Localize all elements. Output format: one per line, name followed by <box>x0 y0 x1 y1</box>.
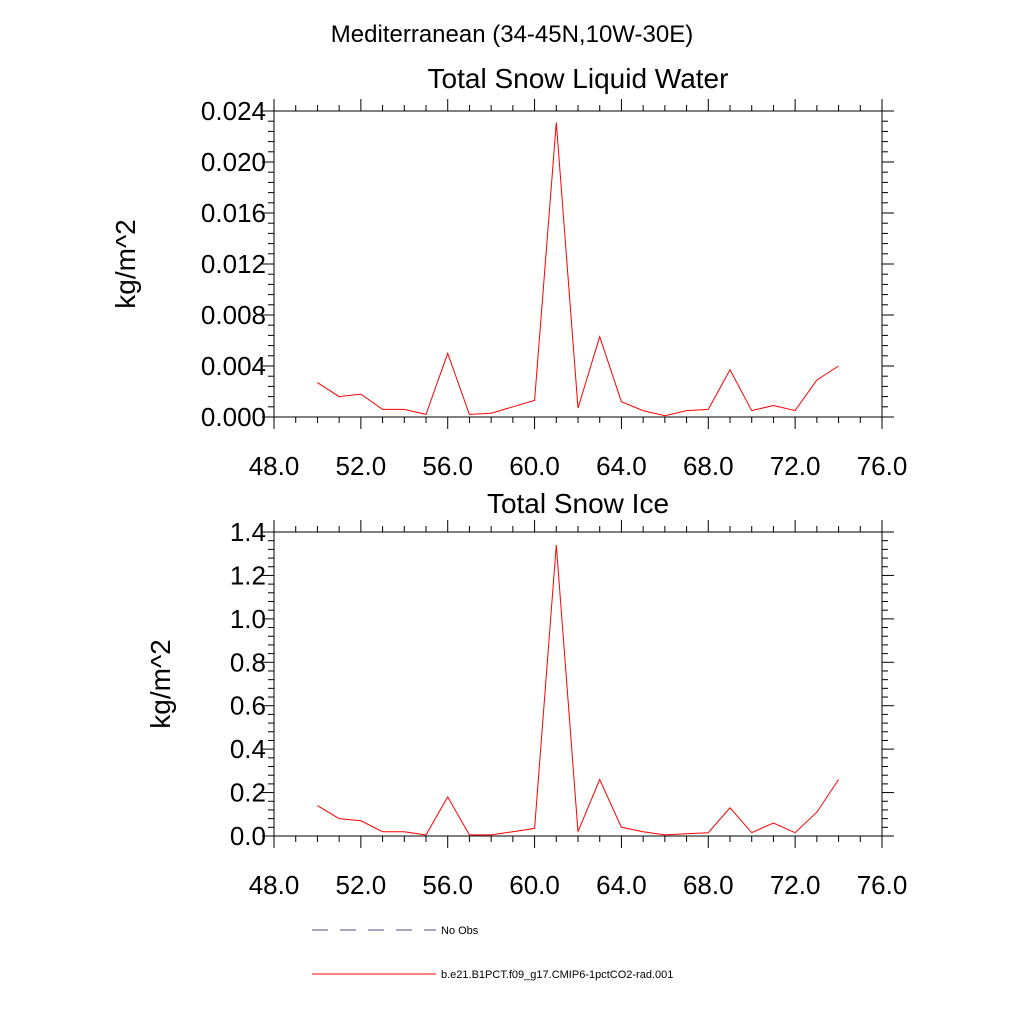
series-line <box>317 544 840 836</box>
y-tick-label: 0.024 <box>201 96 266 126</box>
legend-label-model-run: b.e21.B1PCT.f09_g17.CMIP6-1pctCO2-rad.00… <box>441 969 673 981</box>
y-tick-label: 0.020 <box>201 147 266 177</box>
x-tick-label: 48.0 <box>249 451 300 481</box>
x-tick-label: 48.0 <box>249 870 300 900</box>
y-tick-label: 0.012 <box>201 249 266 279</box>
x-tick-label: 56.0 <box>422 451 473 481</box>
y-tick-label: 0.004 <box>201 351 266 381</box>
y-tick-label: 0.016 <box>201 198 266 228</box>
x-tick-label: 76.0 <box>857 451 908 481</box>
panel-snow-liquid-water: Total Snow Liquid Water 48.0 52.0 56.0 60.0 6… <box>110 63 907 481</box>
plot-frame <box>273 531 883 837</box>
x-tick-label: 52.0 <box>336 451 387 481</box>
y-tick-label: 0.4 <box>230 734 266 764</box>
legend-label-no-obs: No Obs <box>441 925 479 937</box>
y-tick-label: 1.2 <box>230 560 266 590</box>
y-tick-label: 0.000 <box>201 402 266 432</box>
y-tick-label: 0.8 <box>230 647 266 677</box>
x-tick-label: 68.0 <box>683 870 734 900</box>
x-tick-label: 68.0 <box>683 451 734 481</box>
x-tick-label: 72.0 <box>770 870 821 900</box>
y-axis-label: kg/m^2 <box>145 639 176 728</box>
series-line <box>317 122 839 417</box>
panel-title: Total Snow Ice <box>487 488 669 519</box>
y-tick-label: 0.6 <box>230 691 266 721</box>
y-tick-label: 0.0 <box>230 821 266 851</box>
plot-frame <box>273 110 883 418</box>
panel-snow-ice: Total Snow Ice 48.0 52.0 56.0 60.0 64.0 68.0 72… <box>145 488 907 900</box>
y-tick-label: 0.2 <box>230 778 266 808</box>
x-tick-label: 72.0 <box>770 451 821 481</box>
y-tick-label: 0.008 <box>201 300 266 330</box>
x-tick-label: 60.0 <box>509 451 560 481</box>
legend: No Obs b.e21.B1PCT.f09_g17.CMIP6-1pctCO2… <box>312 925 673 981</box>
y-axis-label: kg/m^2 <box>110 219 141 308</box>
panel-title: Total Snow Liquid Water <box>428 63 729 94</box>
y-tick-label: 1.4 <box>230 517 266 547</box>
x-tick-label: 64.0 <box>596 451 647 481</box>
x-tick-label: 76.0 <box>857 870 908 900</box>
x-tick-label: 64.0 <box>596 870 647 900</box>
figure-title: Mediterranean (34-45N,10W-30E) <box>331 21 693 48</box>
y-tick-label: 1.0 <box>230 604 266 634</box>
x-tick-label: 60.0 <box>509 870 560 900</box>
x-tick-label: 56.0 <box>422 870 473 900</box>
x-tick-label: 52.0 <box>336 870 387 900</box>
